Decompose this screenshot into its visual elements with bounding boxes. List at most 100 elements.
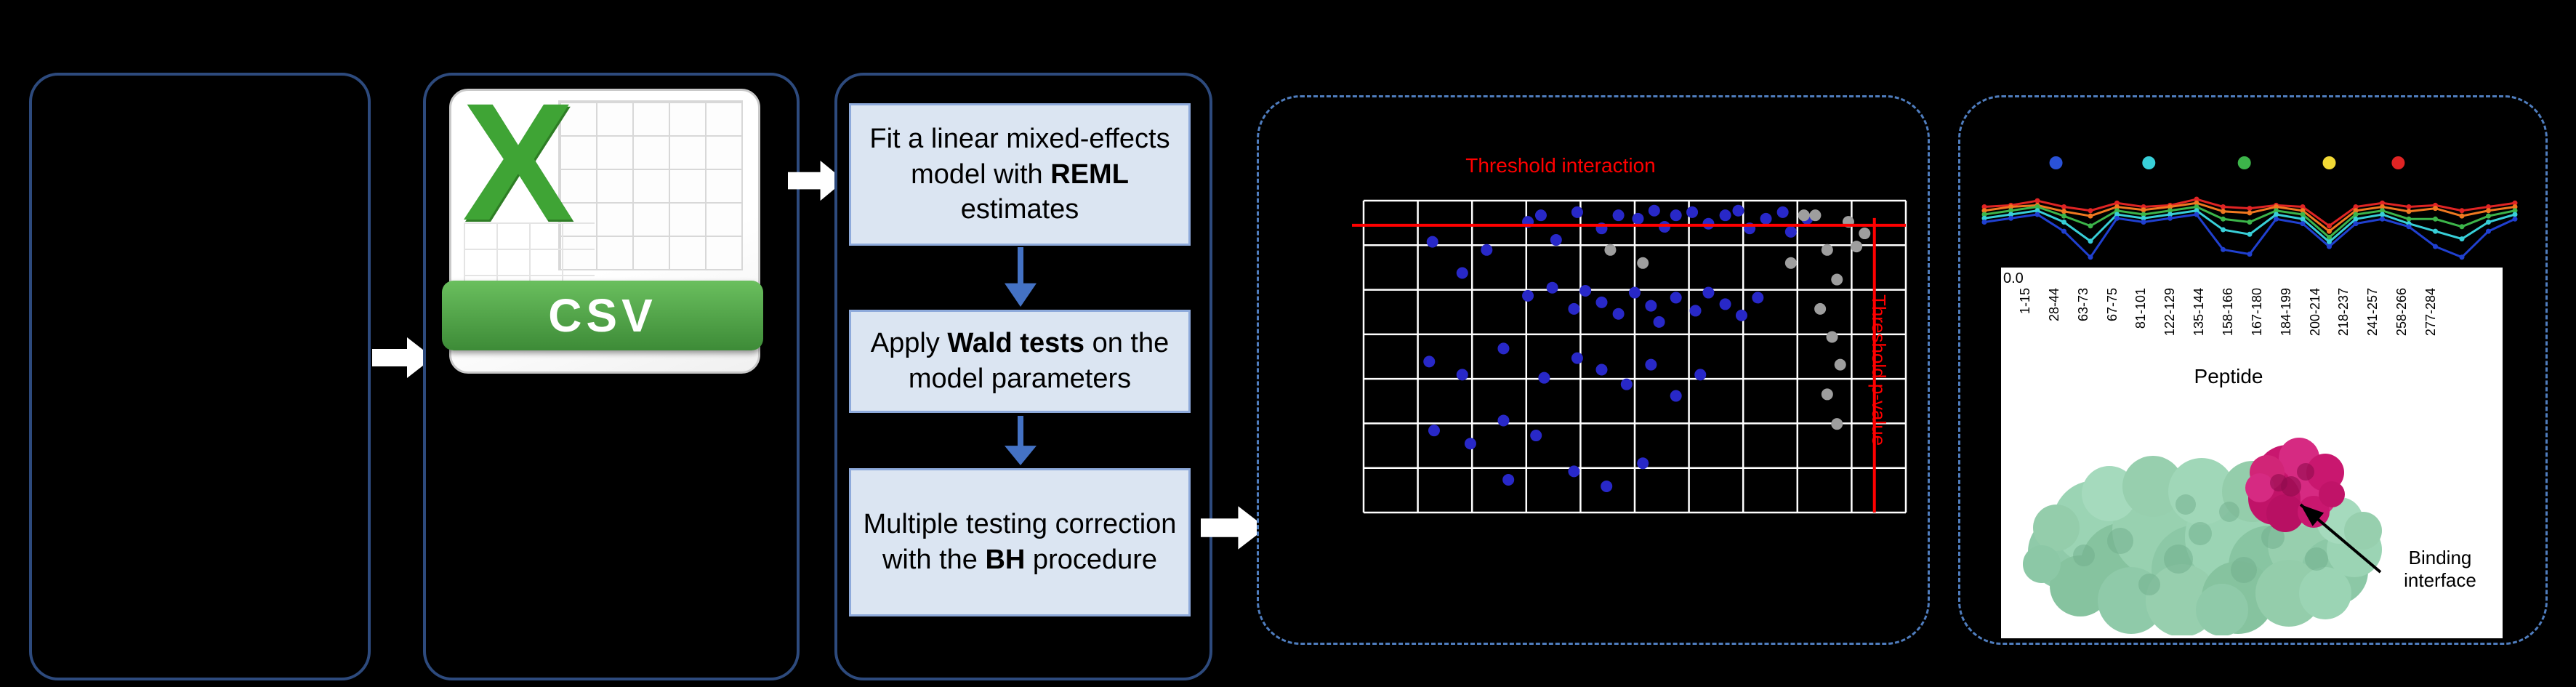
scatter-point — [1645, 358, 1657, 371]
peptide-tick-label: 28-44 — [2046, 288, 2061, 322]
uptake-point — [2247, 206, 2253, 212]
uptake-point — [2221, 246, 2226, 252]
uptake-point — [2433, 244, 2438, 249]
scatter-point — [1620, 378, 1633, 390]
uptake-point — [2433, 228, 2438, 234]
uptake-point — [2034, 198, 2040, 204]
peptide-tick-label: 241-257 — [2365, 288, 2380, 337]
uptake-point — [1981, 212, 1987, 217]
uptake-point — [2327, 235, 2332, 240]
uptake-point — [2034, 208, 2040, 214]
uptake-point — [2433, 216, 2438, 222]
step-box-bh: Multiple testing correction with the BH … — [849, 468, 1191, 616]
uptake-point — [2459, 254, 2465, 260]
peptide-tick-label: 122-129 — [2162, 288, 2178, 337]
scatter-point — [1670, 209, 1682, 222]
uptake-point — [2061, 228, 2066, 234]
scatter-point — [1752, 292, 1764, 304]
uptake-point — [2486, 208, 2491, 214]
state-marker-dot — [2237, 156, 2251, 169]
uptake-point — [2114, 212, 2120, 217]
uptake-point — [2380, 208, 2385, 214]
step-text: Fit a linear mixed-effects model with RE… — [869, 124, 1170, 225]
uptake-point — [2168, 215, 2173, 221]
uptake-point — [1981, 215, 1987, 221]
uptake-point — [2353, 208, 2359, 214]
uptake-point — [2327, 223, 2332, 229]
scatter-point — [1719, 298, 1731, 310]
uptake-point — [2247, 220, 2253, 225]
uptake-point — [2274, 216, 2279, 222]
uptake-point — [2300, 208, 2306, 214]
scatter-point — [1612, 308, 1625, 320]
scatter-point — [1595, 296, 1608, 308]
uptake-point — [2008, 215, 2013, 221]
uptake-point — [2486, 228, 2491, 234]
uptake-point — [2459, 236, 2465, 242]
protein-structure-graphic — [2023, 438, 2382, 635]
scatter-point — [1595, 363, 1608, 376]
peptide-tick-label: 200-214 — [2307, 288, 2322, 337]
uptake-point — [2300, 216, 2306, 222]
y-axis-tick-label: 0.0 — [2003, 270, 2024, 286]
scatter-point — [1601, 480, 1613, 492]
scatter-point — [1502, 473, 1515, 486]
uptake-point — [2353, 221, 2359, 227]
scatter-point — [1571, 352, 1583, 364]
excel-x-letter: X — [462, 68, 574, 255]
scatter-point — [1732, 204, 1744, 217]
peptide-axis-label: Peptide — [2194, 365, 2263, 387]
state-marker-dot — [2142, 156, 2156, 169]
scatter-point — [1481, 244, 1493, 256]
down-arrow-icon — [1005, 416, 1037, 465]
csv-file-icon: X CSV — [442, 79, 763, 374]
uptake-point — [2512, 212, 2518, 217]
uptake-point — [2061, 220, 2066, 225]
binding-interface-arrow-icon — [2299, 503, 2382, 574]
uptake-point — [1981, 220, 1987, 225]
uptake-point — [2247, 231, 2253, 237]
scatter-point — [1702, 217, 1715, 230]
peptide-tick-label: 63-73 — [2075, 288, 2090, 322]
uptake-point — [2061, 204, 2066, 209]
scatter-point — [1579, 284, 1592, 297]
scatter-point — [1686, 206, 1699, 218]
scatter-plot — [1352, 199, 1907, 514]
peptide-tick-labels: 1-15 28-44 63-73 67-75 81-101 122-129 135-144 1… — [2018, 288, 2439, 361]
uptake-point — [2300, 204, 2306, 209]
scatter-point — [1784, 257, 1797, 269]
uptake-point — [2274, 204, 2279, 209]
uptake-point — [2486, 204, 2491, 209]
scatter-point — [1423, 355, 1436, 368]
uptake-point — [2168, 204, 2173, 209]
uptake-point — [2327, 244, 2332, 249]
uptake-point — [2406, 204, 2412, 209]
scatter-point — [1821, 244, 1833, 256]
scatter-point — [1735, 309, 1747, 321]
uptake-point — [2168, 208, 2173, 214]
scatter-point — [1632, 212, 1644, 225]
threshold-interaction-label: Threshold interaction — [1465, 154, 1656, 177]
scatter-point — [1571, 206, 1583, 218]
step-text: Apply Wald tests on the model parameters — [870, 328, 1170, 394]
scatter-point — [1859, 228, 1871, 240]
scatter-point — [1834, 358, 1846, 371]
scatter-point — [1568, 465, 1580, 478]
scatter-point — [1814, 302, 1827, 315]
binding-interface-label: Binding interface — [2404, 547, 2476, 592]
uptake-point — [2353, 204, 2359, 209]
scatter-point — [1809, 209, 1822, 222]
uptake-point — [2141, 212, 2146, 217]
uptake-point — [2088, 213, 2093, 219]
uptake-point — [2300, 221, 2306, 227]
uptake-point — [2274, 208, 2279, 214]
scatter-point — [1798, 209, 1810, 222]
scatter-point — [1659, 221, 1671, 233]
uptake-point — [2088, 223, 2093, 229]
uptake-point — [2194, 212, 2199, 217]
scatter-point — [1538, 371, 1550, 384]
uptake-point — [2406, 209, 2412, 214]
peptide-tick-label: 258-266 — [2394, 288, 2410, 337]
step-box-reml: Fit a linear mixed-effects model with RE… — [849, 103, 1191, 246]
uptake-point — [2034, 204, 2040, 209]
